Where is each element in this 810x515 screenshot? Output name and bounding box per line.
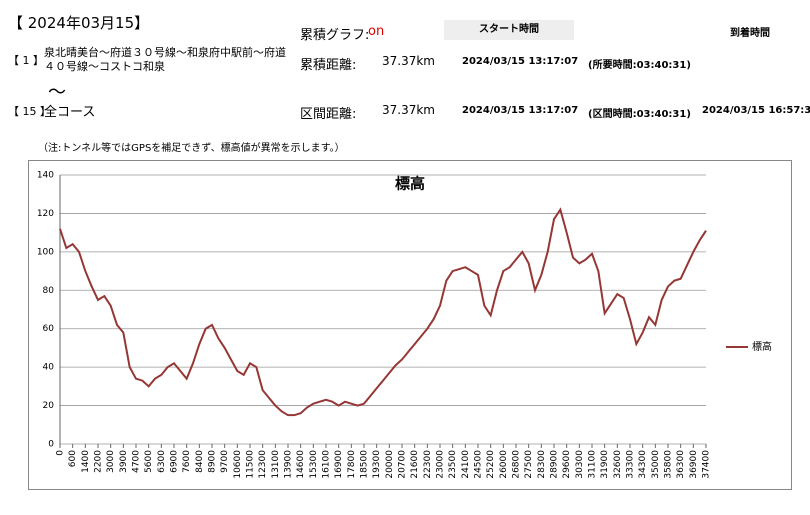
x-tick-label: 21600 [410,450,420,479]
x-tick-label: 6300 [157,450,167,473]
x-tick-label: 37400 [702,450,712,479]
date: 【 2024年03月15】 [8,14,150,32]
x-tick-label: 13100 [271,450,281,479]
y-tick-label: 0 [48,440,54,450]
x-tick-label: 16900 [334,450,344,479]
row-cell: 2024/03/15 13:17:07 [462,56,579,67]
y-tick-label: 140 [37,171,54,181]
x-tick-label: 15300 [309,450,319,479]
x-tick-label: 20000 [385,450,395,479]
y-tick-label: 100 [37,247,54,257]
x-tick-label: 17800 [347,450,357,479]
x-tick-label: 7600 [182,450,192,473]
x-tick-label: 5600 [144,450,154,473]
x-tick-label: 12300 [258,450,268,479]
chart-title: 標高 [395,175,425,193]
x-tick-label: 26000 [499,450,509,479]
x-tick-label: 35800 [664,450,674,479]
x-tick-label: 18500 [360,450,370,479]
note: （注:トンネル等ではGPSを補足できず、標高値が異常を示します。） [38,143,345,154]
x-tick-label: 24100 [461,450,471,479]
start-header: スタート時間 [444,20,574,40]
graph-label: 累積グラフ: [300,28,370,43]
x-tick-label: 13900 [284,450,294,479]
x-tick-label: 31100 [588,450,598,479]
x-tick-label: 19300 [372,450,382,479]
x-tick-label: 36300 [676,450,686,479]
y-tick-label: 120 [37,209,54,219]
route: 泉北晴美台～府道３０号線～和泉府中駅前～府道４０号線～コストコ和泉 [44,46,286,73]
x-tick-label: 28900 [550,450,560,479]
x-tick-label: 23000 [436,450,446,479]
x-tick-label: 20700 [398,450,408,479]
x-tick-label: 10600 [233,450,243,479]
x-tick-label: 34300 [638,450,648,479]
row-cell: 累積距離: [300,58,357,73]
x-tick-label: 26800 [512,450,522,479]
x-tick-label: 8900 [208,450,218,473]
x-tick-label: 4700 [132,450,142,473]
route-no: 【 1 】 [8,54,44,67]
x-tick-label: 16100 [322,450,332,479]
row-cell: 区間距離: [300,107,357,122]
legend-label: 標高 [752,340,772,353]
x-tick-label: 22300 [423,450,433,479]
x-tick-label: 36900 [689,450,699,479]
x-tick-label: 8400 [195,450,205,473]
row-cell: (区間時間:03:40:31) [588,109,691,120]
x-tick-label: 31900 [600,450,610,479]
x-tick-label: 11500 [246,450,256,479]
y-tick-label: 60 [43,324,55,334]
x-tick-label: 32600 [613,450,623,479]
x-tick-label: 28300 [537,450,547,479]
row-cell: 2024/03/15 16:57:38 [702,105,810,116]
x-tick-label: 33300 [626,450,636,479]
section-no: 【 15 】 [8,105,51,118]
x-tick-label: 29600 [562,450,572,479]
x-tick-label: 600 [68,450,78,467]
x-tick-label: 35000 [651,450,661,479]
y-tick-label: 20 [43,401,55,411]
x-tick-label: 27500 [524,450,534,479]
x-tick-label: 1400 [81,450,91,473]
x-tick-label: 25200 [486,450,496,479]
x-tick-label: 0 [56,450,66,456]
x-tick-label: 6900 [170,450,180,473]
x-tick-label: 30300 [575,450,585,479]
arrival-header: 到着時間 [730,28,770,39]
line [59,207,707,417]
row-cell: 37.37km [382,103,435,117]
tilde: ～ [48,82,66,103]
y-tick-label: 80 [43,286,55,296]
x-tick-label: 3900 [119,450,129,473]
chart-frame [28,160,792,490]
graph-state: on [368,24,385,39]
x-tick-label: 3000 [106,450,116,473]
row-cell: (所要時間:03:40:31) [588,60,691,71]
section: 全コース [44,105,96,120]
x-tick-label: 23500 [448,450,458,479]
y-tick-label: 40 [43,363,55,373]
x-tick-label: 24500 [474,450,484,479]
row-cell: 2024/03/15 13:17:07 [462,105,579,116]
x-tick-label: 14600 [296,450,306,479]
row-cell: 37.37km [382,54,435,68]
x-tick-label: 9700 [220,450,230,473]
x-tick-label: 2200 [94,450,104,473]
